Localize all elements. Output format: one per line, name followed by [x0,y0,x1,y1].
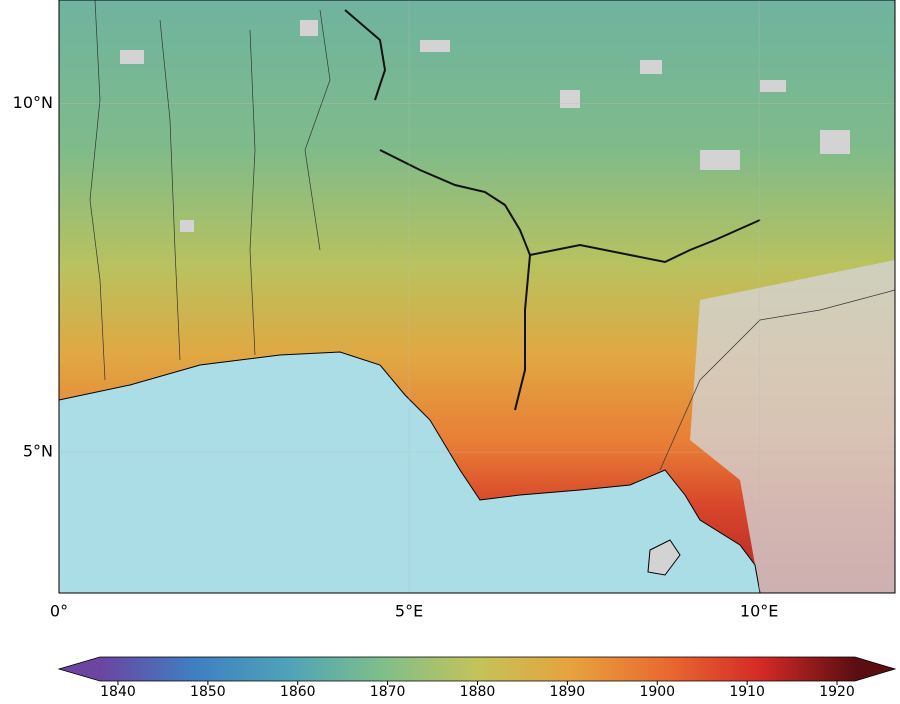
graticule [59,0,895,593]
x-tick-label: 10°E [740,602,778,621]
x-tick-label: 0° [50,602,68,621]
x-tick-label: 5°E [395,602,423,621]
no-data-area [690,260,895,593]
colorbar: 1840 1850 1860 1870 1880 1890 1900 1910 1920 [57,656,897,700]
colorbar-tick-label: 1890 [550,684,586,700]
y-tick-label: 5°N [23,442,53,461]
sea [59,351,761,593]
island [647,539,681,576]
rivers [344,9,761,411]
colorbar-tick-label: 1850 [190,684,226,700]
colorbar-tick-label: 1880 [460,684,496,700]
colorbar-tick-label: 1860 [280,684,316,700]
borders [89,0,895,471]
colorbar-extend-low [59,657,100,681]
colorbar-extend-high [855,657,895,681]
map-area [59,0,895,593]
colorbar-tick-label: 1920 [819,684,855,700]
colorbar-gradient [100,657,855,681]
no-data-cells [120,20,850,232]
map-frame [58,0,896,594]
colorbar-tick-label: 1910 [729,684,765,700]
colorbar-tick-label: 1870 [370,684,406,700]
colorbar-outline [57,656,897,682]
colorbar-tick-label: 1840 [100,684,136,700]
y-tick-label: 10°N [13,93,53,112]
colorbar-tick-label: 1900 [639,684,675,700]
